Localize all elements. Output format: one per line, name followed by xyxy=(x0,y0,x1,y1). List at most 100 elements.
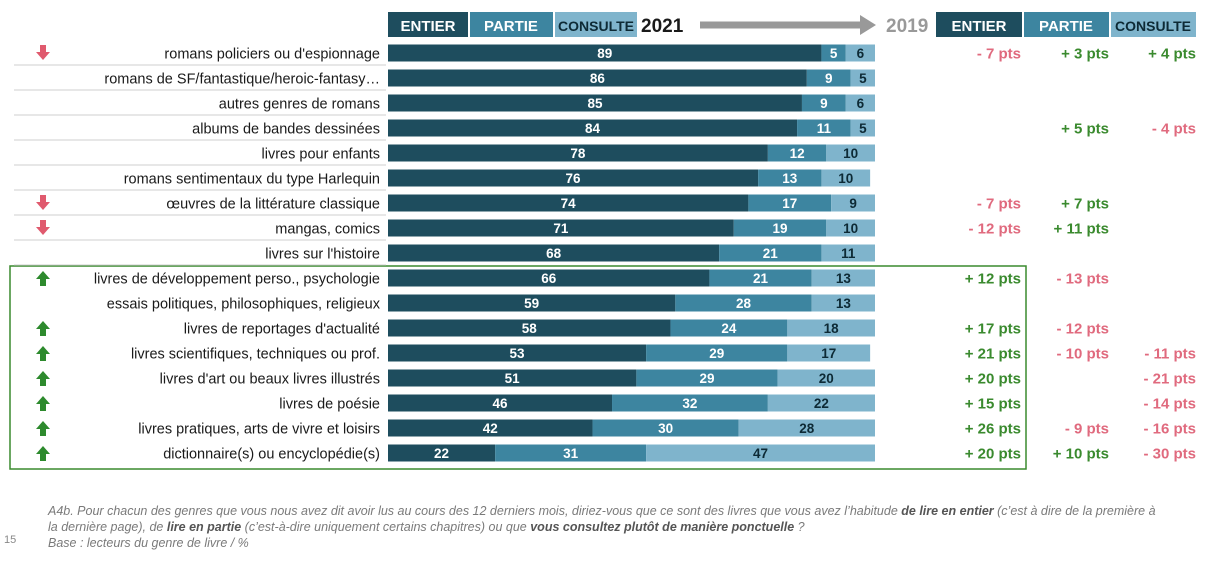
bar-value-label: 5 xyxy=(859,121,867,136)
header-partie-2019: PARTIE xyxy=(1039,18,1093,35)
year-2021-label: 2021 xyxy=(641,16,684,37)
bar-segment-partie xyxy=(670,319,788,337)
bar-segment-consulte xyxy=(787,344,871,362)
bar-segment-partie xyxy=(636,369,778,387)
trend-up-icon xyxy=(36,446,50,461)
bar-segment-consulte xyxy=(811,269,875,287)
evolution-label-entier: + 20 pts xyxy=(965,446,1021,463)
header-entier-2019-bg xyxy=(936,12,1022,37)
bar-segment-consulte xyxy=(821,244,875,262)
category-label: dictionnaire(s) ou encyclopédie(s) xyxy=(163,447,380,463)
bar-segment-partie xyxy=(709,269,812,287)
trend-up-icon xyxy=(36,371,50,386)
category-label: livres de poésie xyxy=(279,397,380,413)
bar-segment-partie xyxy=(758,169,822,187)
evolution-label-consulte: + 4 pts xyxy=(1148,46,1196,63)
bar-segment-partie xyxy=(748,194,832,212)
bar-value-label: 29 xyxy=(699,371,714,386)
bar-segment-consulte xyxy=(845,94,875,112)
bar-segment-entier xyxy=(388,419,593,437)
evolution-label-partie: - 13 pts xyxy=(1056,271,1109,288)
category-label: livres pratiques, arts de vivre et loisi… xyxy=(138,422,380,438)
header-consulte-2021: CONSULTE xyxy=(558,18,634,34)
footnote-text-1: A4b. Pour chacun des genres que vous nou… xyxy=(48,504,902,518)
evolution-label-entier: + 21 pts xyxy=(965,346,1021,363)
evolution-label-consulte: - 30 pts xyxy=(1143,446,1196,463)
evolution-label-consulte: - 11 pts xyxy=(1144,346,1196,363)
bar-segment-partie xyxy=(495,444,647,462)
header-entier-2021-bg xyxy=(388,12,468,37)
bar-segment-partie xyxy=(612,394,768,412)
evolution-label-partie: - 10 pts xyxy=(1056,346,1109,363)
category-label: œuvres de la littérature classique xyxy=(166,197,380,213)
bar-value-label: 89 xyxy=(597,46,612,61)
trend-up-icon xyxy=(36,421,50,436)
evolution-label-entier: - 7 pts xyxy=(977,46,1021,63)
footnote-text-2: (c’est à dire de la première à la derniè… xyxy=(48,504,1156,534)
bar-value-label: 85 xyxy=(587,96,603,111)
bar-segment-entier xyxy=(388,369,637,387)
evolution-label-partie: + 10 pts xyxy=(1053,446,1109,463)
bar-value-label: 21 xyxy=(753,271,769,286)
bar-segment-partie xyxy=(646,344,788,362)
bar-value-label: 5 xyxy=(859,71,867,86)
bar-value-label: 17 xyxy=(782,196,797,211)
bar-value-label: 58 xyxy=(522,321,538,336)
bar-value-label: 12 xyxy=(790,146,805,161)
bar-value-label: 6 xyxy=(857,46,865,61)
bar-value-label: 10 xyxy=(838,171,853,186)
bar-value-label: 17 xyxy=(821,346,836,361)
evolution-label-partie: - 9 pts xyxy=(1065,421,1109,438)
bar-segment-entier xyxy=(388,144,768,162)
category-label: romans policiers ou d'espionnage xyxy=(164,47,380,63)
bar-value-label: 6 xyxy=(857,96,865,111)
category-label: romans sentimentaux du type Harlequin xyxy=(124,172,380,188)
header-partie-2019-bg xyxy=(1024,12,1109,37)
header-arrow-head xyxy=(860,15,876,35)
bar-value-label: 74 xyxy=(561,196,577,211)
bar-value-label: 86 xyxy=(590,71,606,86)
footnote-text-4: ? xyxy=(794,520,805,534)
header-consulte-2019-bg xyxy=(1111,12,1196,37)
bar-segment-consulte xyxy=(826,219,875,237)
bar-value-label: 9 xyxy=(825,71,833,86)
bar-segment-consulte xyxy=(738,419,875,437)
header-entier-2019: ENTIER xyxy=(951,18,1006,35)
evolution-label-partie: + 11 pts xyxy=(1054,221,1109,238)
bar-value-label: 53 xyxy=(510,346,526,361)
trend-down-icon xyxy=(36,45,50,60)
bar-segment-entier xyxy=(388,44,822,62)
bar-value-label: 78 xyxy=(570,146,586,161)
evolution-label-entier: - 7 pts xyxy=(977,196,1021,213)
chart-rows: romans policiers ou d'espionnage 89 5 6 - 7 … xyxy=(14,44,1196,463)
bar-segment-entier xyxy=(388,319,671,337)
evolution-label-consulte: - 21 pts xyxy=(1143,371,1196,388)
evolution-label-entier: + 26 pts xyxy=(965,421,1021,438)
category-label: autres genres de romans xyxy=(219,97,380,113)
footnote-bold-3: vous consultez plutôt de manière ponctue… xyxy=(530,520,795,534)
bar-segment-consulte xyxy=(787,319,875,337)
bar-segment-entier xyxy=(388,394,613,412)
bar-segment-entier xyxy=(388,269,710,287)
evolution-label-partie: - 12 pts xyxy=(1056,321,1109,338)
evolution-label-entier: + 17 pts xyxy=(965,321,1021,338)
bar-value-label: 42 xyxy=(483,421,498,436)
evolution-label-entier: - 12 pts xyxy=(968,221,1021,238)
category-label: albums de bandes dessinées xyxy=(192,122,380,138)
evolution-label-consulte: - 16 pts xyxy=(1143,421,1196,438)
bar-value-label: 11 xyxy=(817,121,832,136)
highlight-box xyxy=(9,265,1027,470)
bar-segment-partie xyxy=(767,144,827,162)
bar-segment-partie xyxy=(592,419,739,437)
footnote-text-3: (c’est-à-dire uniquement certains chapit… xyxy=(241,520,531,534)
bar-value-label: 84 xyxy=(585,121,601,136)
bar-value-label: 28 xyxy=(799,421,815,436)
evolution-label-partie: + 5 pts xyxy=(1061,121,1109,138)
bar-value-label: 24 xyxy=(721,321,737,336)
bar-segment-entier xyxy=(388,194,749,212)
bar-segment-consulte xyxy=(850,69,875,87)
evolution-label-partie: + 7 pts xyxy=(1061,196,1109,213)
bar-segment-entier xyxy=(388,444,496,462)
bar-value-label: 68 xyxy=(546,246,562,261)
evolution-label-consulte: - 4 pts xyxy=(1152,121,1196,138)
